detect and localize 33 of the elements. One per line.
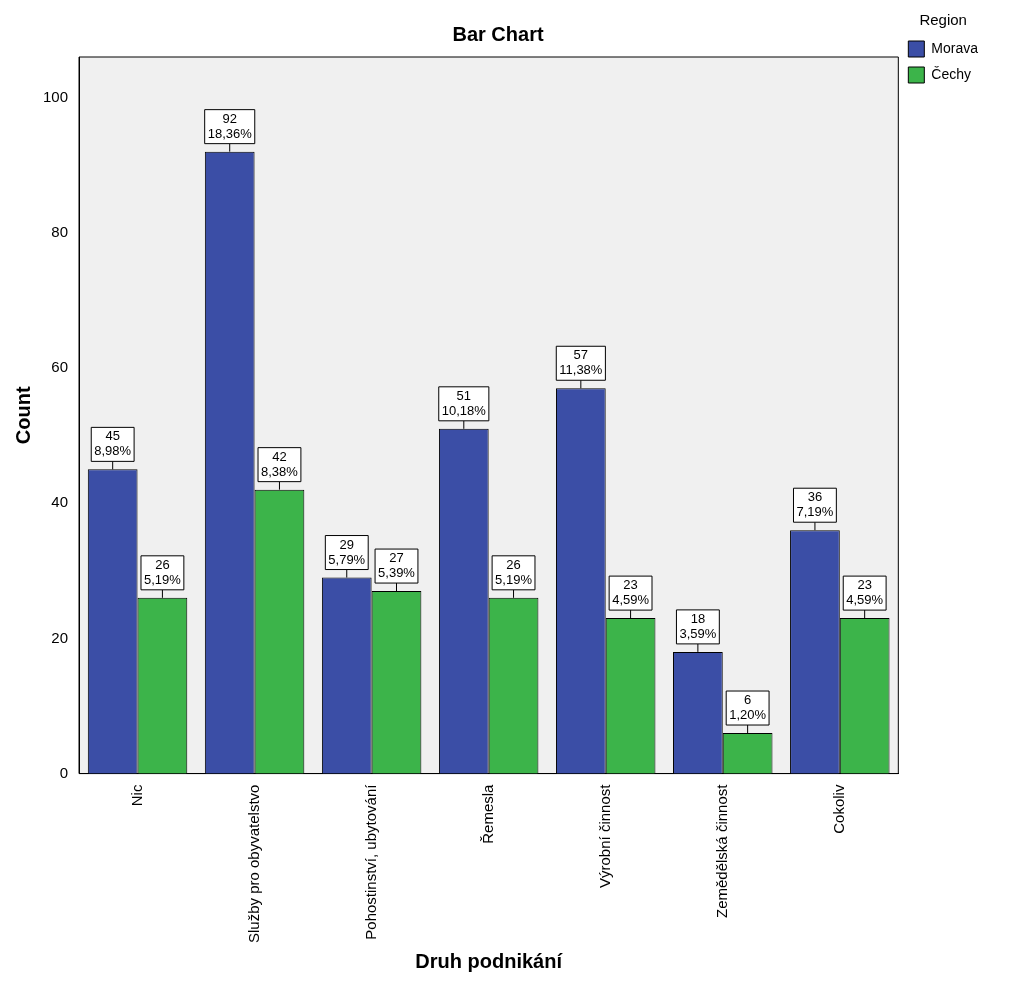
x-tick-label: Výrobní činnost xyxy=(595,783,613,888)
y-tick-label: 40 xyxy=(51,493,69,511)
x-tick-label: Cokoliv xyxy=(829,784,847,834)
y-tick-label: 20 xyxy=(51,628,69,646)
legend-title: Region xyxy=(919,10,967,28)
y-tick-label: 100 xyxy=(43,87,69,105)
data-label: 26 5,19% xyxy=(143,556,182,587)
data-label: 45 8,98% xyxy=(94,428,132,459)
x-tick-label: Zemědělská činnost xyxy=(712,783,730,918)
y-tick-label: 0 xyxy=(59,763,69,781)
chart-title: Bar Chart xyxy=(452,22,544,45)
y-tick-label: 80 xyxy=(51,222,69,240)
data-label: 23 4,59% xyxy=(612,577,650,608)
x-tick-label: Řemesla xyxy=(478,783,496,844)
data-label: 26 5,19% xyxy=(495,556,533,587)
data-label: 6 1,20% xyxy=(729,692,767,723)
data-label: 36 7,19% xyxy=(796,489,834,520)
data-label: 42 8,38% xyxy=(261,448,299,479)
x-axis-title: Druh podnikání xyxy=(415,949,564,972)
data-label: 18 3,59% xyxy=(679,610,717,641)
data-label: 23 4,59% xyxy=(846,577,884,608)
legend-label: Morava xyxy=(931,39,979,56)
x-tick-label: Služby pro obyvatelstvo xyxy=(244,784,262,944)
data-label: 92 18,36% xyxy=(207,110,253,141)
data-label: 27 5,39% xyxy=(378,550,416,581)
x-tick-label: Nic xyxy=(127,784,145,807)
data-label: 57 11,38% xyxy=(559,347,603,378)
x-tick-label: Pohostinství, ubytování xyxy=(361,783,379,940)
y-tick-label: 60 xyxy=(51,358,69,376)
legend-label: Čechy xyxy=(931,65,971,82)
data-label: 29 5,79% xyxy=(328,536,366,567)
y-axis-title: Count xyxy=(11,386,34,445)
data-label: 51 10,18% xyxy=(441,387,487,418)
